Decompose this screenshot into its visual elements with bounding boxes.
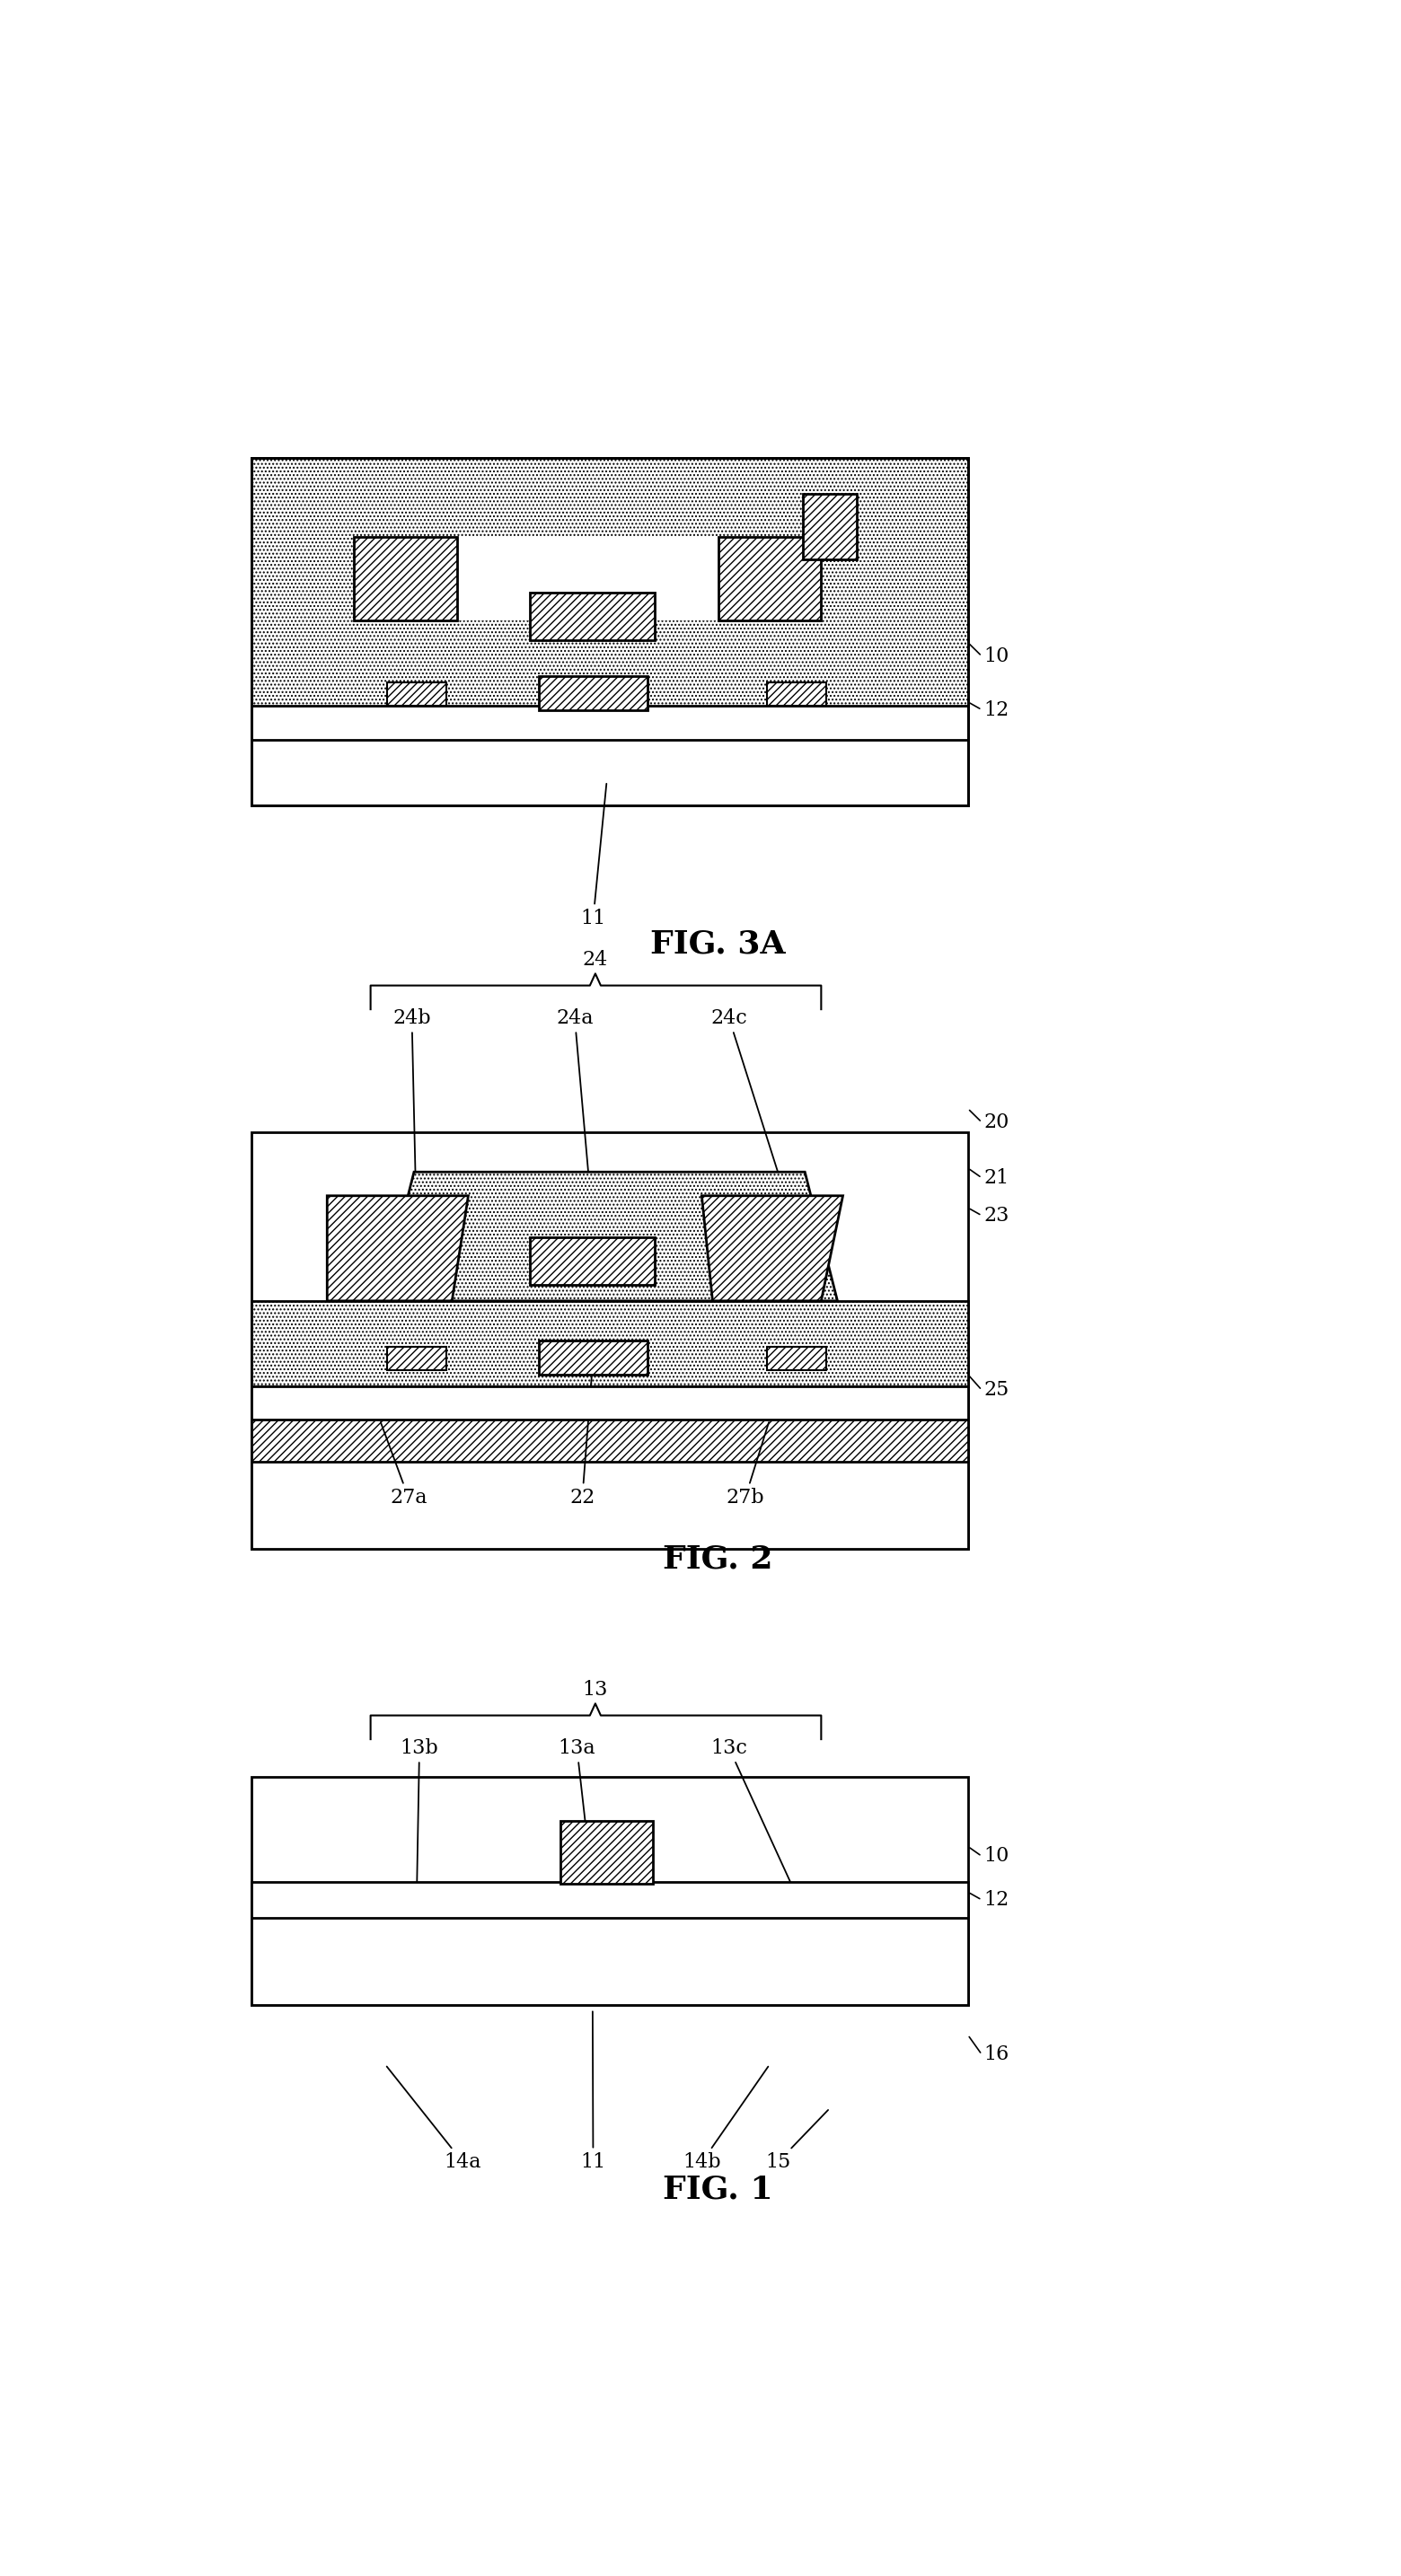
- Bar: [387, 1347, 447, 1370]
- Text: 14b: 14b: [682, 2066, 768, 2172]
- Bar: [539, 1340, 647, 1373]
- Text: 13a: 13a: [558, 1739, 595, 1888]
- Bar: [803, 495, 857, 559]
- Bar: [457, 538, 717, 621]
- Text: 23: 23: [984, 1206, 1010, 1226]
- Bar: [251, 737, 968, 806]
- Text: FIG. 3A: FIG. 3A: [650, 927, 786, 958]
- Text: 16: 16: [984, 2045, 1009, 2063]
- Bar: [251, 1461, 968, 1548]
- Bar: [560, 1821, 653, 1883]
- Polygon shape: [381, 1172, 838, 1301]
- Bar: [251, 1417, 968, 1461]
- Text: 24c: 24c: [710, 1007, 796, 1229]
- Text: 27b: 27b: [726, 1422, 769, 1507]
- Text: FIG. 2: FIG. 2: [663, 1543, 773, 1574]
- Bar: [251, 1883, 968, 1917]
- Text: 24: 24: [583, 951, 608, 969]
- Bar: [251, 1917, 968, 2004]
- Polygon shape: [326, 1195, 468, 1301]
- Text: FIG. 1: FIG. 1: [663, 2174, 773, 2205]
- Bar: [530, 592, 656, 641]
- Text: 14a: 14a: [387, 2066, 482, 2172]
- Bar: [530, 1236, 656, 1285]
- Text: 15: 15: [765, 2110, 828, 2172]
- Text: 24a: 24a: [556, 1007, 594, 1226]
- Text: 24b: 24b: [392, 1007, 432, 1229]
- Bar: [251, 1386, 968, 1419]
- Text: 13b: 13b: [401, 1739, 439, 1893]
- Text: 10: 10: [984, 1847, 1010, 1865]
- Bar: [717, 538, 821, 621]
- Text: 22: 22: [570, 1368, 595, 1507]
- Bar: [251, 1133, 968, 1548]
- Bar: [251, 1777, 968, 2004]
- Polygon shape: [702, 1195, 843, 1301]
- Text: 25: 25: [984, 1381, 1009, 1399]
- Text: 27a: 27a: [381, 1422, 427, 1507]
- Text: 12: 12: [984, 701, 1009, 719]
- Text: 21: 21: [984, 1167, 1009, 1188]
- Text: 11: 11: [580, 2012, 605, 2172]
- Text: 11: 11: [580, 783, 607, 927]
- Bar: [354, 538, 457, 621]
- Text: 20: 20: [984, 1113, 1010, 1133]
- Bar: [251, 1301, 968, 1386]
- Text: 10: 10: [984, 647, 1010, 667]
- Text: 13: 13: [583, 1680, 608, 1700]
- Bar: [766, 1347, 827, 1370]
- Bar: [251, 459, 968, 804]
- Bar: [251, 706, 968, 739]
- Bar: [766, 683, 827, 706]
- Bar: [387, 683, 447, 706]
- Bar: [539, 675, 647, 711]
- Text: 12: 12: [984, 1891, 1009, 1909]
- Bar: [251, 459, 968, 711]
- Text: 13c: 13c: [710, 1739, 796, 1893]
